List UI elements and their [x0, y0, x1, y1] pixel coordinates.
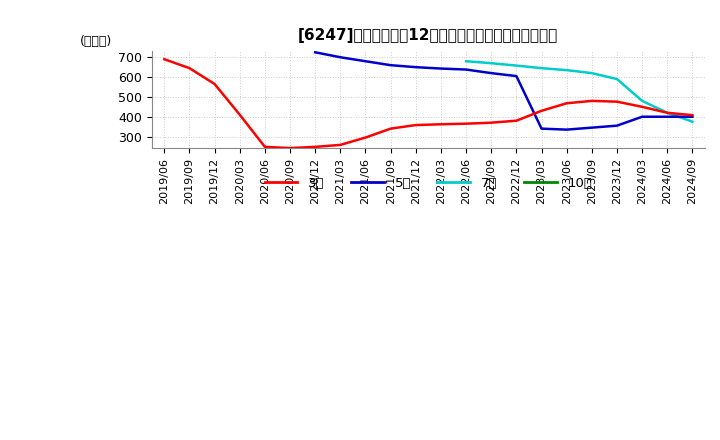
Y-axis label: (百万円): (百万円): [80, 35, 112, 48]
Title: [6247]　当期純利益12か月移動合計の標準偏差の推移: [6247] 当期純利益12か月移動合計の標準偏差の推移: [298, 28, 559, 43]
Legend: 3年, 5年, 7年, 10年: 3年, 5年, 7年, 10年: [259, 172, 598, 195]
